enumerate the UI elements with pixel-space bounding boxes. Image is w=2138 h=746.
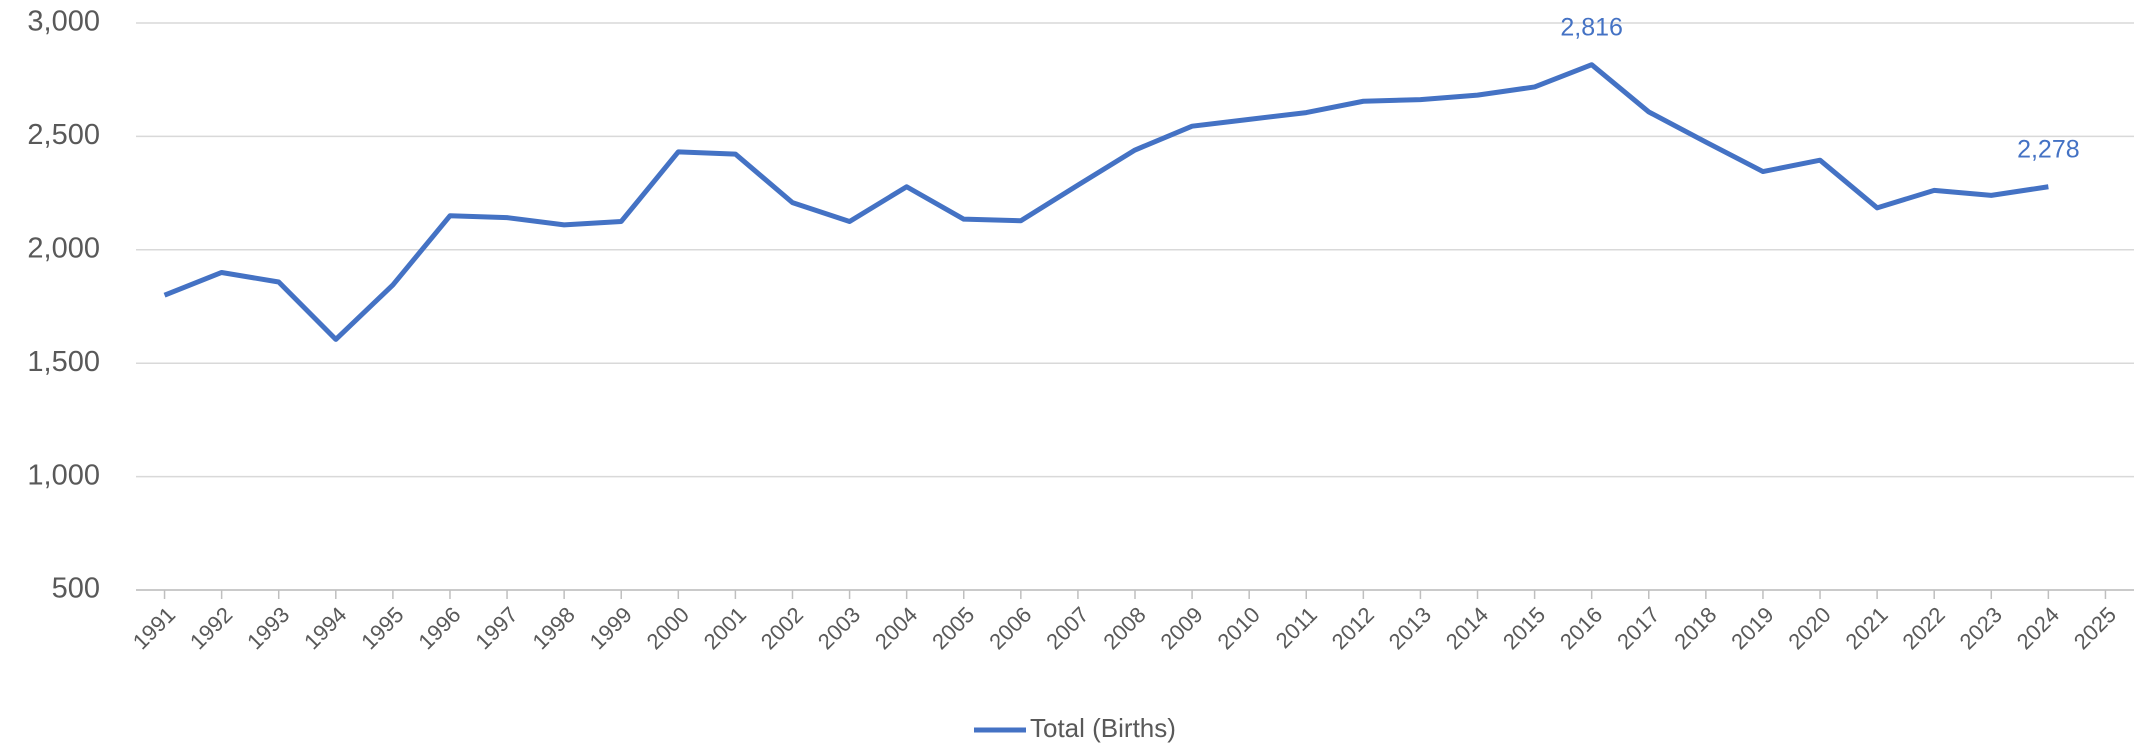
x-tick-label: 2004 — [870, 602, 922, 654]
x-tick-label: 2014 — [1441, 602, 1493, 654]
x-tick-label: 2001 — [699, 602, 751, 654]
x-tick-label: 2010 — [1213, 602, 1265, 654]
y-tick-label: 3,000 — [27, 6, 100, 38]
x-tick-label: 1998 — [527, 602, 579, 654]
x-tick-label: 1999 — [585, 602, 637, 654]
x-tick-label: 2025 — [2069, 602, 2121, 654]
y-tick-label: 2,500 — [27, 119, 100, 151]
x-tick-label: 2006 — [984, 602, 1036, 654]
x-tick-label: 2015 — [1498, 602, 1550, 654]
x-tick-label: 2008 — [1098, 602, 1150, 654]
y-tick-label: 1,500 — [27, 346, 100, 378]
x-tick-label: 2005 — [927, 602, 979, 654]
x-tick-label: 1992 — [185, 602, 237, 654]
x-tick-label: 2012 — [1327, 602, 1379, 654]
x-tick-label: 1996 — [413, 602, 465, 654]
x-tick-label: 2007 — [1041, 602, 1093, 654]
legend-label: Total (Births) — [1030, 713, 1176, 743]
x-tick-label: 2011 — [1271, 602, 1322, 653]
x-tick-label: 2023 — [1955, 602, 2007, 654]
x-tick-label: 2016 — [1555, 602, 1607, 654]
x-tick-label: 2018 — [1669, 602, 1721, 654]
x-tick-label: 2002 — [756, 602, 808, 654]
x-tick-label: 2003 — [813, 602, 865, 654]
x-tick-label: 1995 — [356, 602, 408, 654]
y-tick-label: 1,000 — [27, 459, 100, 491]
x-tick-label: 2022 — [1898, 602, 1950, 654]
x-tick-label: 2017 — [1612, 602, 1664, 654]
x-tick-label: 2000 — [642, 602, 694, 654]
y-tick-label: 500 — [52, 573, 100, 605]
x-tick-label: 2013 — [1384, 602, 1436, 654]
x-tick-label: 2019 — [1726, 602, 1778, 654]
y-tick-label: 2,000 — [27, 232, 100, 264]
x-tick-label: 1993 — [242, 602, 294, 654]
x-tick-label: 2020 — [1783, 602, 1835, 654]
x-tick-label: 2021 — [1840, 602, 1892, 654]
x-tick-label: 1997 — [470, 602, 522, 654]
x-tick-label: 2024 — [2012, 602, 2064, 654]
x-tick-label: 1994 — [299, 602, 351, 654]
data-label: 2,816 — [1560, 13, 1623, 41]
x-tick-label: 2009 — [1155, 602, 1207, 654]
series-line — [163, 62, 2049, 342]
x-tick-label: 1991 — [128, 602, 180, 654]
data-label: 2,278 — [2017, 135, 2080, 163]
